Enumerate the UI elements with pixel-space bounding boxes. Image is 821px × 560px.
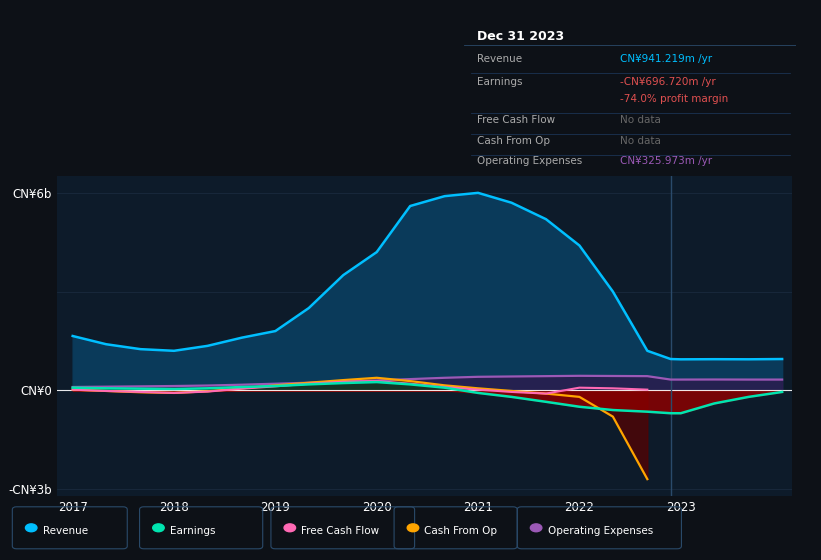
Text: Cash From Op: Cash From Op	[424, 526, 498, 535]
Text: Dec 31 2023: Dec 31 2023	[477, 30, 564, 43]
Text: Earnings: Earnings	[170, 526, 215, 535]
Text: Operating Expenses: Operating Expenses	[477, 156, 582, 166]
Text: Free Cash Flow: Free Cash Flow	[477, 115, 555, 125]
Text: -CN¥696.720m /yr: -CN¥696.720m /yr	[620, 77, 716, 87]
Text: Cash From Op: Cash From Op	[477, 136, 550, 146]
Text: Revenue: Revenue	[43, 526, 88, 535]
Text: CN¥941.219m /yr: CN¥941.219m /yr	[620, 54, 713, 64]
Text: CN¥325.973m /yr: CN¥325.973m /yr	[620, 156, 713, 166]
Text: No data: No data	[620, 115, 661, 125]
Text: -74.0% profit margin: -74.0% profit margin	[620, 94, 728, 104]
Text: Operating Expenses: Operating Expenses	[548, 526, 653, 535]
Text: Earnings: Earnings	[477, 77, 523, 87]
Text: Free Cash Flow: Free Cash Flow	[301, 526, 379, 535]
Text: No data: No data	[620, 136, 661, 146]
Text: Revenue: Revenue	[477, 54, 522, 64]
